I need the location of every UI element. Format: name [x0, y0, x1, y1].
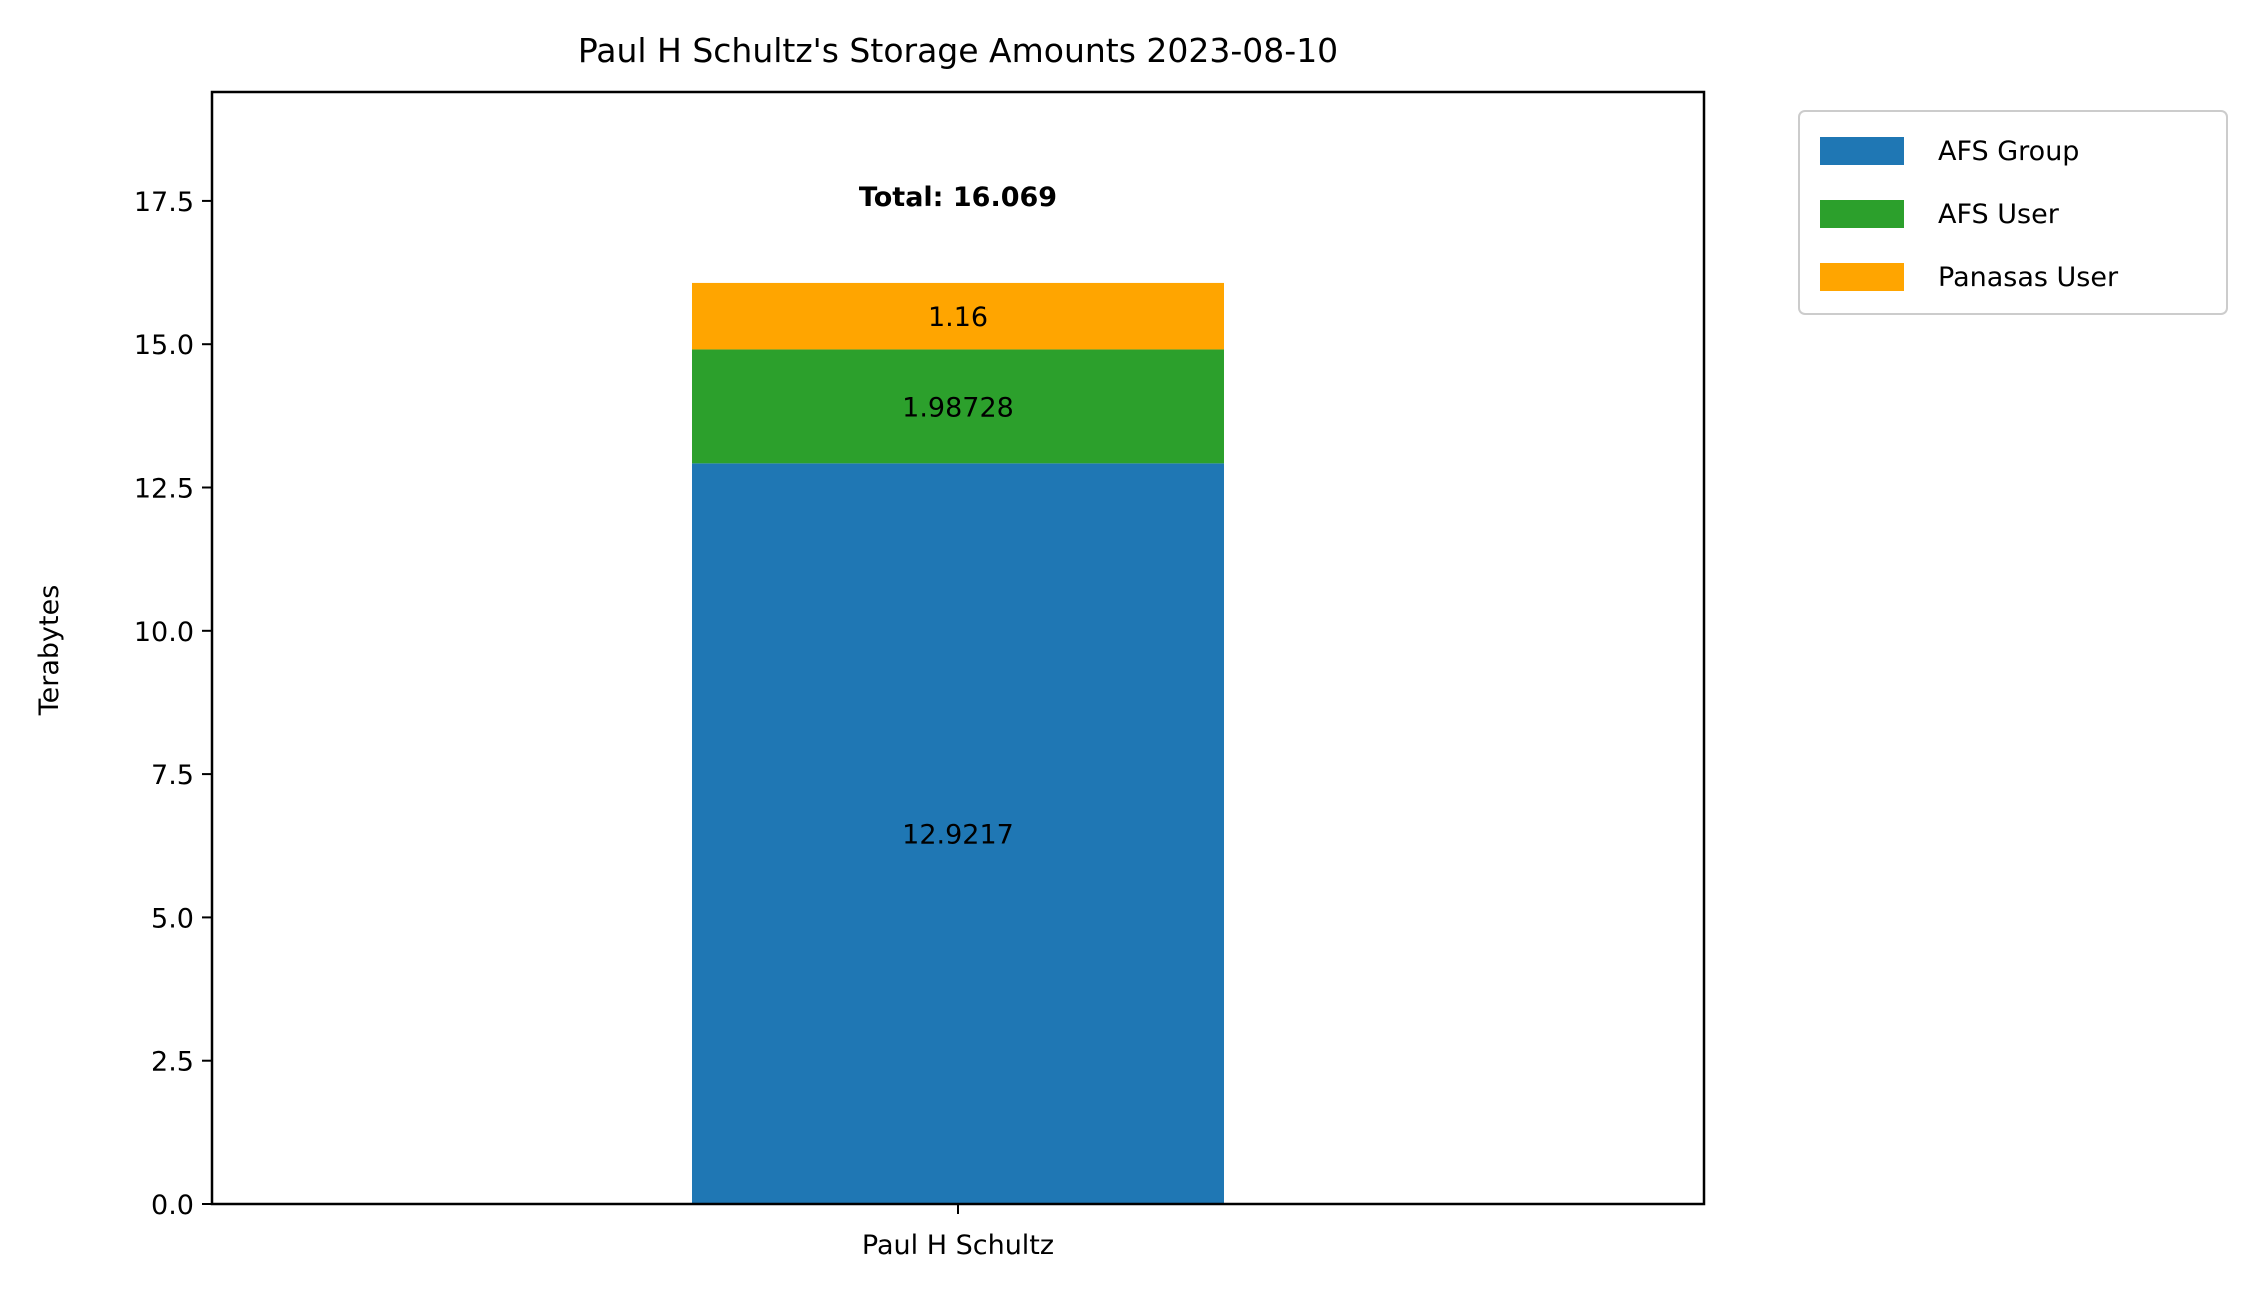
y-tick-label: 2.5: [151, 1047, 194, 1078]
bar-value-label: 12.9217: [902, 820, 1014, 851]
y-tick-label: 10.0: [134, 617, 194, 648]
y-tick-label: 7.5: [151, 760, 194, 791]
bar-segment-afs-user: [692, 349, 1224, 464]
bar-segment-panasas-user: [692, 282, 1224, 350]
bar-segment-afs-group: [692, 463, 1224, 1204]
y-tick-label: 12.5: [134, 474, 194, 505]
legend: AFS Group AFS User Panasas User: [1798, 110, 2228, 315]
y-tick-label: 17.5: [134, 187, 194, 218]
x-axis-ticks: Paul H Schultz: [862, 1204, 1054, 1261]
y-axis-label: Terabytes: [34, 585, 65, 717]
x-tick-label: Paul H Schultz: [862, 1230, 1054, 1261]
legend-label-afs-user: AFS User: [1938, 199, 2060, 230]
total-label: Total: 16.069: [859, 182, 1057, 213]
legend-swatch-panasas-user: [1820, 263, 1904, 291]
bar-value-label: 1.16: [928, 302, 988, 333]
chart-title: Paul H Schultz's Storage Amounts 2023-08…: [578, 31, 1338, 70]
bar-stack: [692, 282, 1224, 1204]
y-tick-label: 5.0: [151, 903, 194, 934]
legend-label-afs-group: AFS Group: [1938, 136, 2079, 167]
legend-swatch-afs-group: [1820, 137, 1904, 165]
y-tick-label: 0.0: [151, 1190, 194, 1221]
bar-value-label: 1.98728: [902, 392, 1014, 423]
legend-swatch-afs-user: [1820, 200, 1904, 228]
y-tick-label: 15.0: [134, 330, 194, 361]
y-axis-ticks: 0.0 2.5 5.0 7.5 10.0 12.5 15.0 17.5: [134, 187, 212, 1221]
legend-box: [1798, 110, 2228, 315]
plot-area-frame: [210, 90, 1706, 1206]
bar-value-labels: 12.9217 1.98728 1.16: [902, 302, 1014, 850]
legend-label-panasas-user: Panasas User: [1938, 262, 2119, 293]
